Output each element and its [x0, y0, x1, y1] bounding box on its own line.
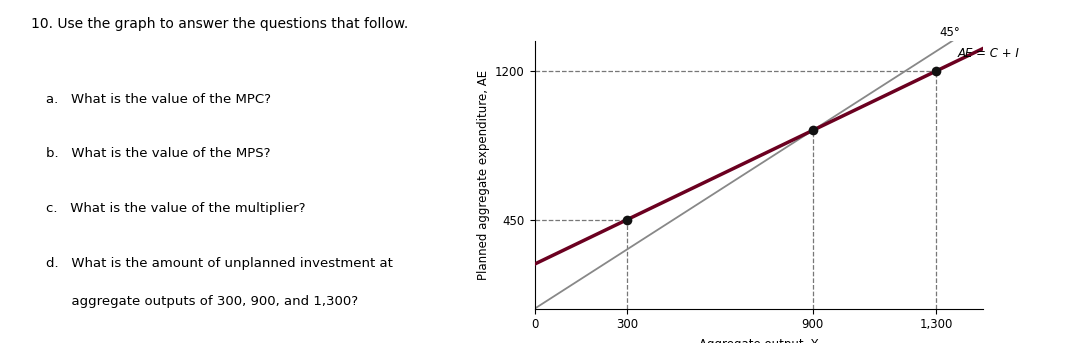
Text: c.   What is the value of the multiplier?: c. What is the value of the multiplier?: [46, 202, 306, 215]
Text: AE = C + I: AE = C + I: [958, 47, 1020, 60]
Text: 45°: 45°: [940, 26, 960, 39]
Text: b.   What is the value of the MPS?: b. What is the value of the MPS?: [46, 147, 271, 161]
Text: a.   What is the value of the MPC?: a. What is the value of the MPC?: [46, 93, 271, 106]
Text: d.   What is the amount of unplanned investment at: d. What is the amount of unplanned inves…: [46, 257, 393, 270]
X-axis label: Aggregate output, Y: Aggregate output, Y: [699, 338, 819, 343]
Y-axis label: Planned aggregate expenditure, AE: Planned aggregate expenditure, AE: [476, 70, 489, 280]
Text: 10. Use the graph to answer the questions that follow.: 10. Use the graph to answer the question…: [31, 17, 408, 31]
Text: aggregate outputs of 300, 900, and 1,300?: aggregate outputs of 300, 900, and 1,300…: [46, 295, 359, 308]
